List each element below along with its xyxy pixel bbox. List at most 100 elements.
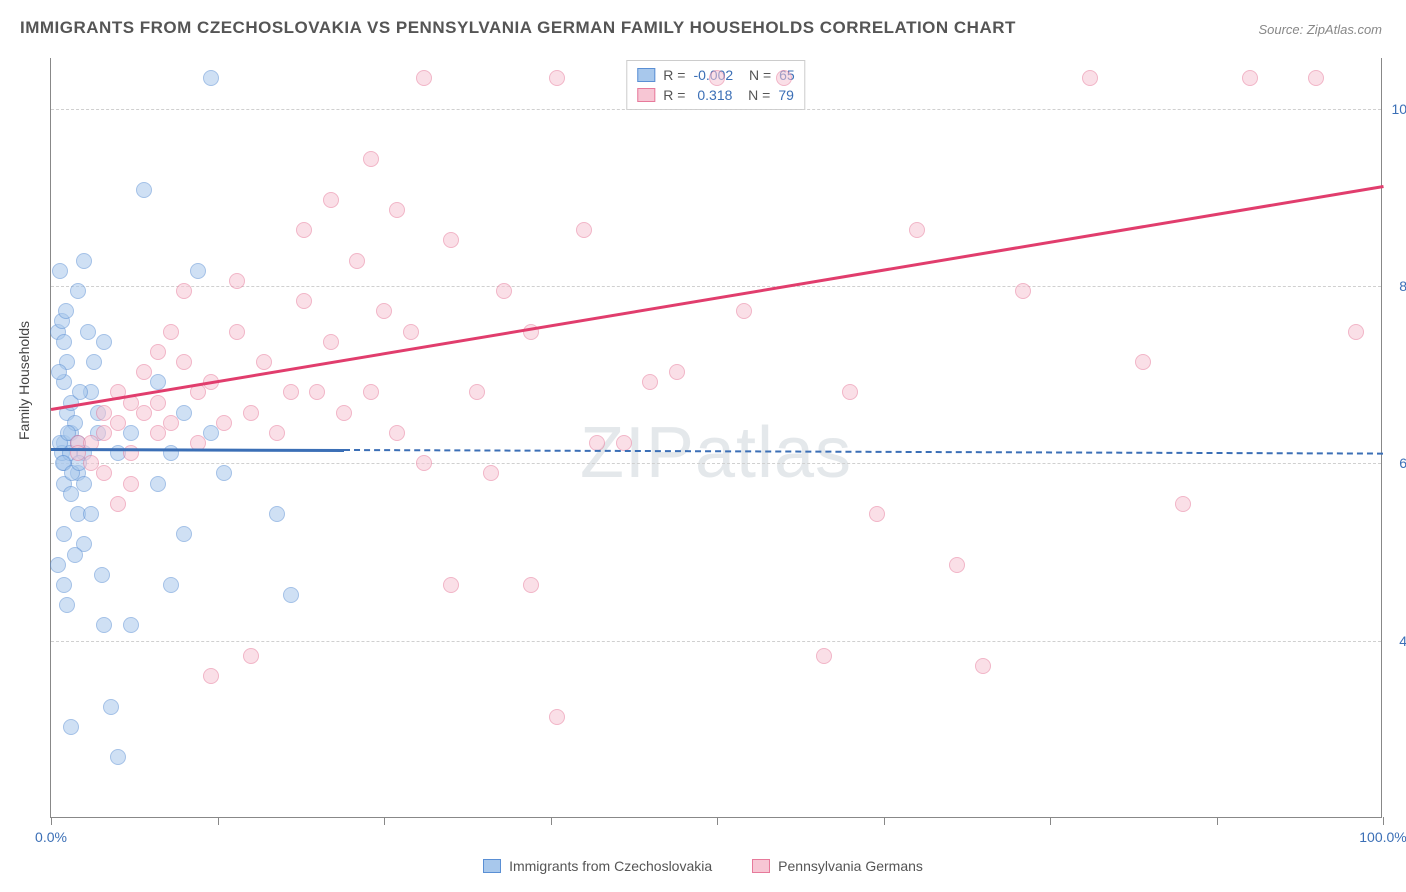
- data-point: [216, 415, 232, 431]
- legend-r-label: R =: [663, 85, 685, 105]
- data-point: [363, 384, 379, 400]
- data-point: [70, 283, 86, 299]
- data-point: [469, 384, 485, 400]
- data-point: [163, 577, 179, 593]
- x-tick: [218, 817, 219, 825]
- x-tick-label: 0.0%: [35, 829, 67, 845]
- chart-title: IMMIGRANTS FROM CZECHOSLOVAKIA VS PENNSY…: [20, 18, 1016, 38]
- data-point: [150, 344, 166, 360]
- legend-n-label: N =: [741, 65, 771, 85]
- legend-n-label: N =: [740, 85, 770, 105]
- data-point: [110, 496, 126, 512]
- source-label: Source: ZipAtlas.com: [1258, 22, 1382, 37]
- data-point: [336, 405, 352, 421]
- data-point: [1175, 496, 1191, 512]
- data-point: [736, 303, 752, 319]
- legend-label: Pennsylvania Germans: [778, 858, 923, 874]
- data-point: [1082, 70, 1098, 86]
- data-point: [110, 749, 126, 765]
- data-point: [176, 354, 192, 370]
- data-point: [283, 384, 299, 400]
- data-point: [136, 364, 152, 380]
- data-point: [323, 334, 339, 350]
- y-axis-label: Family Households: [16, 321, 32, 440]
- data-point: [243, 405, 259, 421]
- data-point: [150, 425, 166, 441]
- data-point: [56, 526, 72, 542]
- data-point: [58, 303, 74, 319]
- data-point: [349, 253, 365, 269]
- gridline: [51, 463, 1381, 464]
- data-point: [96, 617, 112, 633]
- data-point: [163, 415, 179, 431]
- data-point: [67, 547, 83, 563]
- data-point: [869, 506, 885, 522]
- data-point: [589, 435, 605, 451]
- data-point: [96, 334, 112, 350]
- y-tick-label: 82.5%: [1385, 278, 1406, 294]
- legend-r-label: R =: [663, 65, 685, 85]
- data-point: [123, 425, 139, 441]
- data-point: [949, 557, 965, 573]
- data-point: [50, 557, 66, 573]
- data-point: [669, 364, 685, 380]
- data-point: [229, 324, 245, 340]
- data-point: [110, 415, 126, 431]
- data-point: [163, 324, 179, 340]
- data-point: [256, 354, 272, 370]
- data-point: [363, 151, 379, 167]
- data-point: [416, 70, 432, 86]
- data-point: [136, 182, 152, 198]
- data-point: [1135, 354, 1151, 370]
- trend-line: [51, 185, 1383, 410]
- y-tick-label: 100.0%: [1385, 101, 1406, 117]
- data-point: [150, 395, 166, 411]
- x-tick-label: 100.0%: [1359, 829, 1406, 845]
- data-point: [80, 324, 96, 340]
- data-point: [76, 253, 92, 269]
- data-point: [203, 668, 219, 684]
- data-point: [1242, 70, 1258, 86]
- data-point: [269, 506, 285, 522]
- data-point: [63, 719, 79, 735]
- data-point: [52, 263, 68, 279]
- x-tick: [551, 817, 552, 825]
- swatch-series-1: [637, 68, 655, 82]
- data-point: [403, 324, 419, 340]
- data-point: [123, 476, 139, 492]
- data-point: [389, 202, 405, 218]
- data-point: [376, 303, 392, 319]
- data-point: [616, 435, 632, 451]
- data-point: [323, 192, 339, 208]
- data-point: [1015, 283, 1031, 299]
- legend-row-2: R = 0.318 N = 79: [637, 85, 794, 105]
- data-point: [816, 648, 832, 664]
- x-tick: [1383, 817, 1384, 825]
- data-point: [1308, 70, 1324, 86]
- data-point: [296, 222, 312, 238]
- data-point: [56, 577, 72, 593]
- trend-line: [51, 448, 344, 452]
- legend-swatch: [483, 859, 501, 873]
- watermark: ZIPatlas: [580, 412, 852, 494]
- data-point: [72, 384, 88, 400]
- x-tick: [717, 817, 718, 825]
- data-point: [150, 476, 166, 492]
- data-point: [416, 455, 432, 471]
- data-point: [216, 465, 232, 481]
- data-point: [176, 405, 192, 421]
- data-point: [523, 577, 539, 593]
- data-point: [549, 709, 565, 725]
- data-point: [56, 334, 72, 350]
- data-point: [51, 364, 67, 380]
- gridline: [51, 109, 1381, 110]
- data-point: [776, 70, 792, 86]
- data-point: [203, 70, 219, 86]
- data-point: [483, 465, 499, 481]
- data-point: [150, 374, 166, 390]
- data-point: [136, 405, 152, 421]
- data-point: [269, 425, 285, 441]
- y-tick-label: 47.5%: [1385, 633, 1406, 649]
- data-point: [842, 384, 858, 400]
- x-tick: [51, 817, 52, 825]
